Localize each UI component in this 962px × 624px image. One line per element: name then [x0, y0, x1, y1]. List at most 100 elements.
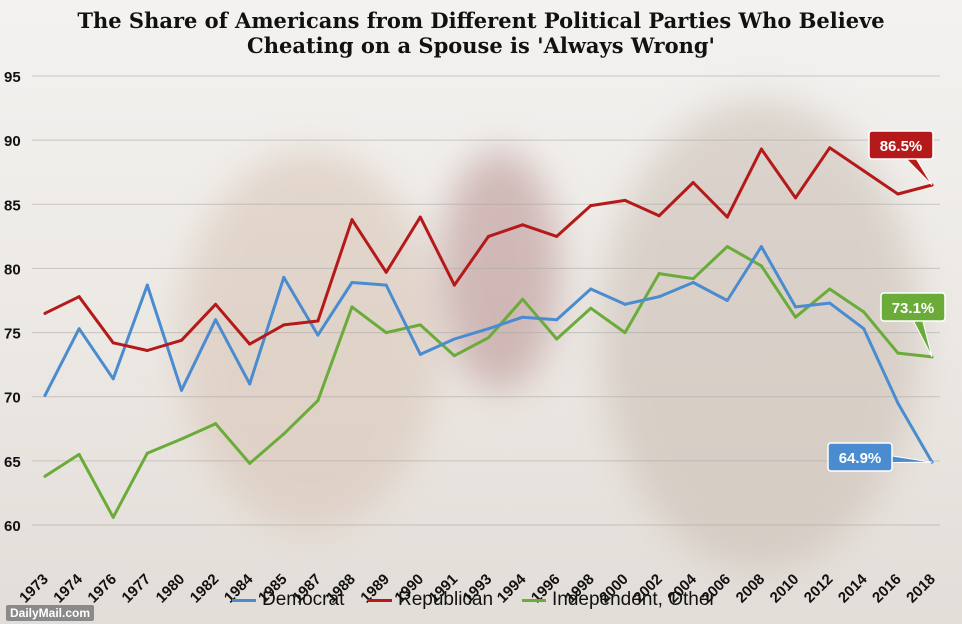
- data-point-democrat-2014: [862, 327, 866, 331]
- data-point-independent-other-1985: [282, 432, 286, 436]
- data-point-republican-1988: [350, 218, 354, 222]
- legend-item-independent: Independent, Other: [522, 589, 716, 610]
- legend-swatch-democrat: [232, 598, 256, 602]
- data-point-independent-other-2016: [896, 351, 900, 355]
- x-tick-label-1982: 1982: [187, 571, 223, 607]
- x-tick-label-2010: 2010: [767, 571, 803, 607]
- data-point-independent-other-1980: [179, 437, 183, 441]
- data-point-independent-other-1991: [452, 354, 456, 358]
- legend-swatch-independent: [522, 598, 546, 602]
- data-point-democrat-1980: [179, 388, 183, 392]
- data-point-republican-1977: [145, 349, 149, 353]
- data-point-independent-other-1996: [555, 337, 559, 341]
- data-point-democrat-1982: [214, 318, 218, 322]
- callout-box-republican: [868, 130, 934, 160]
- data-point-republican-2006: [725, 215, 729, 219]
- data-point-democrat-1973: [43, 393, 47, 397]
- credit-label: DailyMail.com: [6, 605, 95, 621]
- data-point-democrat-1977: [145, 283, 149, 287]
- data-point-democrat-2012: [828, 301, 832, 305]
- callout-box-democrat: [827, 442, 893, 472]
- x-tick-label-2016: 2016: [869, 571, 905, 607]
- data-point-republican-1989: [384, 270, 388, 274]
- series-line-republican: [43, 146, 934, 352]
- y-tick-label-95: 95: [4, 69, 21, 86]
- x-tick-label-2008: 2008: [733, 571, 769, 607]
- callout-label-republican: 86.5%: [880, 138, 923, 155]
- data-point-independent-other-1984: [248, 461, 252, 465]
- chart-title-line-2: Cheating on a Spouse is 'Always Wrong': [247, 33, 715, 58]
- legend-label-republican: Republican: [398, 589, 494, 610]
- legend-item-democrat: Democrat: [232, 589, 345, 610]
- legend-swatch-republican: [368, 598, 392, 602]
- data-point-independent-other-1988: [350, 305, 354, 309]
- data-point-independent-other-1987: [316, 399, 320, 403]
- x-tick-label-2014: 2014: [835, 570, 871, 606]
- data-point-democrat-1994: [521, 315, 525, 319]
- y-tick-label-60: 60: [4, 518, 21, 535]
- y-tick-label-75: 75: [4, 326, 21, 343]
- data-point-independent-other-1989: [384, 331, 388, 335]
- data-point-republican-1974: [77, 295, 81, 299]
- data-point-republican-1976: [111, 341, 115, 345]
- callout-democrat: 64.9%: [827, 442, 933, 472]
- data-point-republican-2002: [657, 214, 661, 218]
- x-tick-label-1974: 1974: [50, 570, 86, 606]
- y-tick-label-85: 85: [4, 197, 21, 214]
- data-point-democrat-2002: [657, 295, 661, 299]
- data-point-independent-other-1990: [418, 323, 422, 327]
- data-point-democrat-1985: [282, 275, 286, 279]
- data-point-independent-other-1976: [111, 515, 115, 519]
- data-point-independent-other-2004: [691, 277, 695, 281]
- data-point-democrat-1984: [248, 382, 252, 386]
- x-tick-label-1976: 1976: [84, 571, 120, 607]
- data-point-democrat-1998: [589, 287, 593, 291]
- legend-label-democrat: Democrat: [262, 589, 345, 610]
- data-point-democrat-2016: [896, 401, 900, 405]
- callout-label-democrat: 64.9%: [839, 450, 882, 467]
- gridlines: [32, 75, 940, 526]
- data-point-democrat-2004: [691, 281, 695, 285]
- data-point-republican-1993: [487, 234, 490, 238]
- value-callouts: 86.5% 73.1% 64.9%: [827, 130, 946, 472]
- data-point-independent-other-1982: [214, 422, 218, 426]
- data-point-republican-1987: [316, 319, 320, 323]
- data-point-republican-2008: [759, 147, 763, 151]
- y-tick-label-65: 65: [4, 454, 21, 471]
- data-point-republican-1996: [555, 234, 559, 238]
- data-point-democrat-1991: [452, 337, 456, 341]
- data-point-democrat-2006: [725, 299, 729, 302]
- data-point-republican-2000: [623, 198, 627, 202]
- data-point-democrat-1989: [384, 283, 388, 287]
- x-tick-label-1980: 1980: [153, 571, 189, 607]
- series-lines: [43, 146, 934, 519]
- data-point-independent-other-2014: [862, 310, 866, 314]
- data-point-independent-other-1977: [145, 451, 149, 455]
- series-line-democrat: [43, 245, 934, 464]
- x-tick-label-2018: 2018: [903, 571, 939, 607]
- data-point-democrat-1996: [555, 318, 559, 322]
- data-point-democrat-2010: [794, 305, 798, 309]
- data-point-democrat-2000: [623, 302, 627, 306]
- callout-box-independent-other: [880, 292, 946, 322]
- data-point-republican-1973: [43, 311, 47, 315]
- data-point-republican-2016: [896, 192, 900, 196]
- data-point-republican-2004: [691, 180, 695, 184]
- legend-item-republican: Republican: [368, 589, 494, 610]
- data-point-independent-other-2002: [657, 272, 661, 276]
- data-point-republican-1990: [418, 215, 422, 219]
- data-point-independent-other-2012: [828, 287, 832, 291]
- x-tick-label-1973: 1973: [16, 571, 52, 607]
- data-point-republican-1982: [214, 302, 218, 306]
- data-point-democrat-1993: [487, 327, 490, 331]
- data-point-independent-other-1974: [77, 452, 81, 456]
- data-point-republican-1998: [589, 204, 593, 208]
- y-tick-label-80: 80: [4, 261, 21, 278]
- data-point-independent-other-2006: [725, 245, 729, 249]
- data-point-independent-other-1994: [521, 297, 525, 301]
- data-point-republican-2012: [828, 146, 832, 150]
- y-tick-label-90: 90: [4, 133, 21, 150]
- legend-label-independent: Independent, Other: [552, 589, 716, 610]
- chart-title-line-1: The Share of Americans from Different Po…: [77, 8, 885, 33]
